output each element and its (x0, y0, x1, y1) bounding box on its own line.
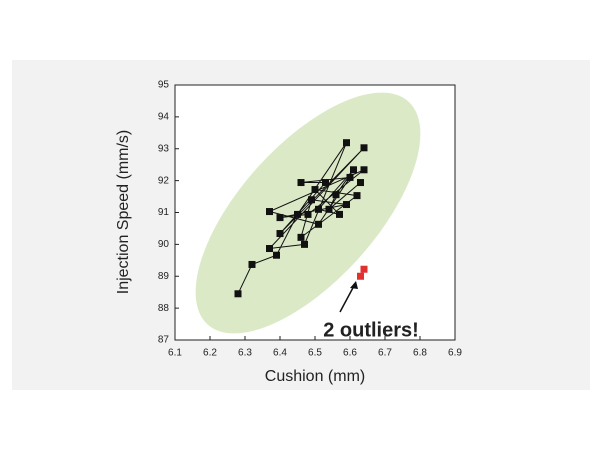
point (360, 166, 368, 174)
point (346, 173, 354, 181)
point (336, 210, 343, 218)
point (343, 201, 350, 209)
x-tick-label: 6.6 (343, 348, 357, 359)
point (332, 191, 340, 199)
x-axis-label: Cushion (mm) (265, 368, 365, 385)
annotation: 2 outliers! (323, 319, 419, 341)
point (322, 179, 329, 187)
x-tick-label: 6.8 (413, 348, 427, 359)
y-axis-label: Injection Speed (mm/s) (115, 130, 132, 295)
y-tick-label: 95 (158, 80, 170, 91)
y-tick-label: 92 (158, 175, 170, 186)
y-tick-label: 93 (158, 143, 170, 154)
x-tick-label: 6.7 (378, 348, 392, 359)
y-tick-label: 91 (158, 207, 170, 218)
annotation-arrowhead (350, 281, 358, 289)
point (360, 144, 368, 152)
annotation-arrow (339, 283, 356, 313)
point (294, 210, 301, 218)
point (350, 166, 357, 174)
point (248, 260, 256, 268)
point (304, 210, 312, 218)
x-tick-label: 6.5 (308, 348, 322, 359)
y-tick-label: 90 (158, 239, 170, 250)
y-tick-label: 88 (158, 303, 170, 314)
y-tick-label: 89 (158, 271, 170, 282)
point (276, 214, 284, 222)
point (266, 208, 273, 216)
point (315, 220, 322, 228)
point (357, 179, 364, 187)
point (308, 196, 315, 204)
marks (234, 139, 368, 298)
point (301, 240, 308, 248)
x-tick-label: 6.3 (238, 348, 252, 359)
point (357, 272, 364, 280)
point (360, 265, 368, 273)
point (273, 251, 280, 259)
point (353, 192, 361, 200)
point (297, 179, 305, 187)
x-tick-label: 6.4 (273, 348, 287, 359)
point (311, 186, 319, 194)
point (234, 290, 242, 298)
x-tick-label: 6.2 (203, 348, 217, 359)
point (297, 233, 305, 241)
point (315, 205, 322, 213)
point (325, 205, 333, 213)
y-tick-label: 87 (158, 335, 170, 346)
point (276, 230, 284, 238)
y-tick-label: 94 (158, 112, 170, 123)
point (343, 139, 350, 147)
x-tick-label: 6.9 (448, 348, 462, 359)
x-tick-label: 6.1 (168, 348, 182, 359)
point (266, 245, 273, 253)
